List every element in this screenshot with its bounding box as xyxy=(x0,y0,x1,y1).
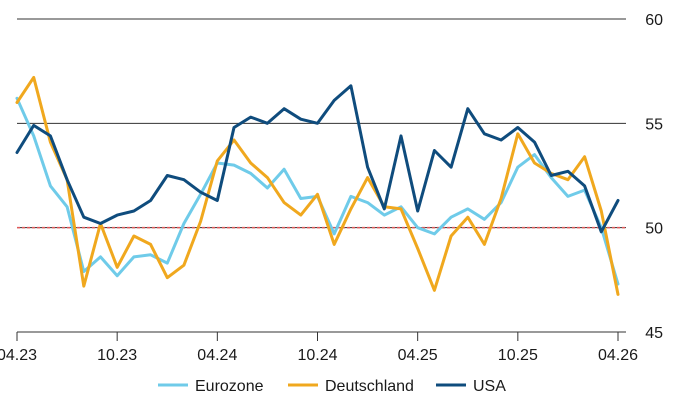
x-tick-label: 10.24 xyxy=(297,347,337,364)
x-tick-label: 04.23 xyxy=(0,347,37,364)
x-tick-label: 04.25 xyxy=(398,347,438,364)
x-tick-label: 10.23 xyxy=(97,347,137,364)
legend-label-usa: USA xyxy=(473,378,506,395)
x-tick-label: 10.25 xyxy=(498,347,538,364)
series-line-eurozone xyxy=(15,96,620,286)
series-lines xyxy=(15,75,620,296)
series-line-deutschland xyxy=(15,75,620,296)
legend: Eurozone Deutschland USA xyxy=(158,378,506,395)
y-tick-label: 45 xyxy=(645,325,663,342)
y-axis-ticks: 45 50 55 60 xyxy=(645,12,663,342)
legend-label-eurozone: Eurozone xyxy=(195,378,264,395)
y-tick-label: 60 xyxy=(645,12,663,29)
series-line-usa xyxy=(15,84,620,234)
x-tick-label: 04.26 xyxy=(598,347,638,364)
x-tick-label: 04.24 xyxy=(197,347,237,364)
y-tick-label: 55 xyxy=(645,116,663,133)
legend-label-deutschland: Deutschland xyxy=(325,378,414,395)
grid-lines xyxy=(17,18,626,229)
y-tick-label: 50 xyxy=(645,221,663,238)
x-axis: 04.23 10.23 04.24 10.24 04.25 10.25 04.26 xyxy=(0,331,638,364)
